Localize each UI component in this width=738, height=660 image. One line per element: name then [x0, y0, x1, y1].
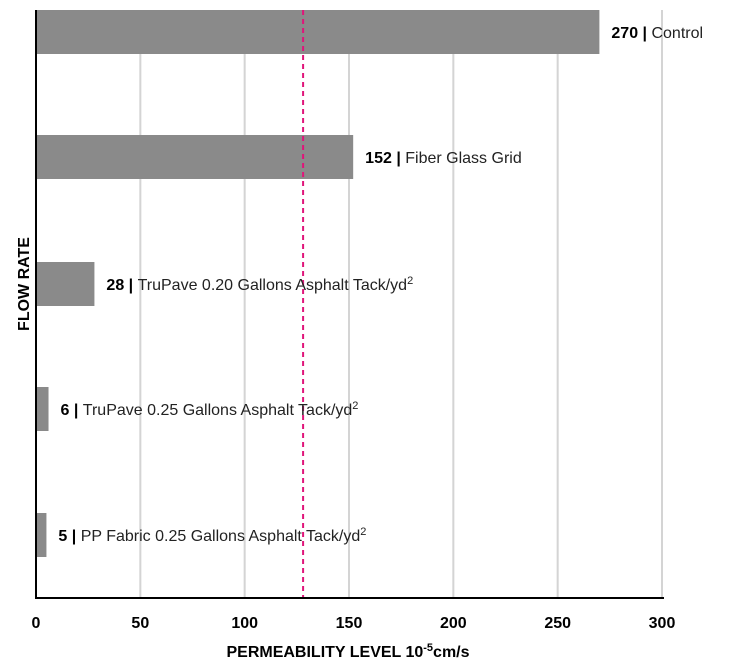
x-tick-label-150: 150 [336, 615, 363, 632]
x-tick-label-200: 200 [440, 615, 467, 632]
bar-5 [36, 513, 47, 557]
y-axis-title: FLOW RATE [16, 237, 33, 331]
x-tick-label-50: 50 [131, 615, 149, 632]
data-label-2: 152 | Fiber Glass Grid [365, 150, 522, 167]
x-tick-label-0: 0 [32, 615, 41, 632]
x-tick-label-300: 300 [649, 615, 676, 632]
data-label-5: 5 | PP Fabric 0.25 Gallons Asphalt Tack/… [58, 526, 366, 545]
grid-lines [139, 10, 663, 598]
bar-1 [36, 10, 600, 54]
data-label-1: 270 | Control [611, 25, 703, 42]
x-tick-label-100: 100 [231, 615, 258, 632]
axes [35, 10, 664, 599]
data-label-4: 6 | TruPave 0.25 Gallons Asphalt Tack/yd… [61, 400, 359, 419]
x-axis-title: PERMEABILITY LEVEL 10-5cm/s [226, 642, 469, 660]
data-labels: 270 | Control 152 | Fiber Glass Grid 28 | … [58, 25, 703, 545]
data-label-3: 28 | TruPave 0.20 Gallons Asphalt Tack/y… [106, 275, 413, 294]
bar-3 [36, 262, 95, 306]
bars [36, 10, 600, 557]
x-tick-labels: 0 50 100 150 200 250 300 [32, 615, 676, 632]
bar-4 [36, 387, 49, 431]
x-tick-label-250: 250 [544, 615, 571, 632]
bar-2 [36, 135, 354, 179]
